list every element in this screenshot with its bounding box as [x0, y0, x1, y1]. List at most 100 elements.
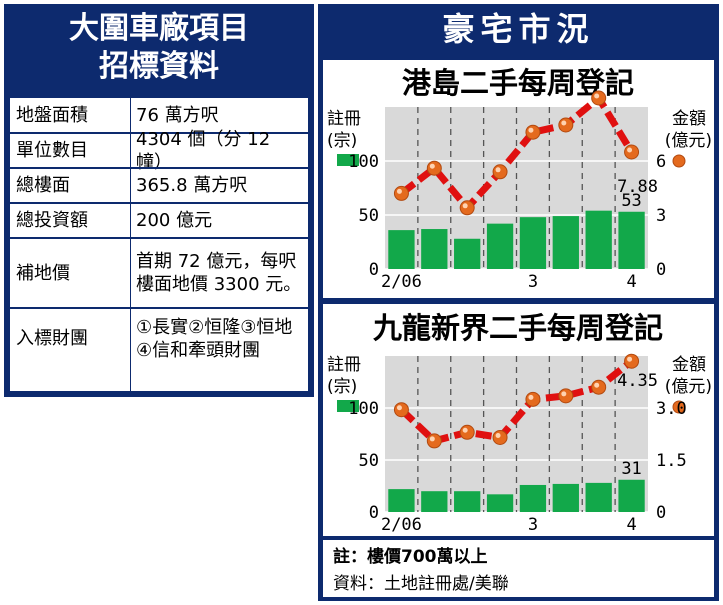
data-point [558, 117, 574, 133]
bar [388, 230, 415, 269]
chart-title: 九龍新界二手每周登記 [373, 311, 663, 345]
left-axis-unit: (宗) [327, 377, 357, 397]
left-tick-label: 0 [369, 260, 379, 280]
info-label: 地盤面積 [16, 105, 88, 126]
line-legend-point [672, 400, 686, 414]
info-label: 單位數目 [16, 140, 88, 161]
data-point-highlight [627, 147, 633, 153]
info-label: 入標財團 [16, 328, 88, 349]
left-tick-label: 50 [359, 451, 379, 471]
x-tick-label: 4 [626, 272, 636, 292]
data-point [426, 160, 442, 176]
left-tick-label: 100 [348, 399, 379, 419]
bar [519, 217, 547, 269]
right-tick-label: 3.0 [656, 399, 687, 419]
series-line [399, 92, 635, 214]
data-point [492, 164, 508, 180]
info-row: 入標財團 ①長實②恒隆③恒地④信和牽頭財團 [10, 308, 308, 369]
data-point [459, 424, 475, 440]
left-axis-label: 註冊 [327, 109, 361, 129]
info-title: 大圍車廠項目 招標資料 [4, 10, 314, 86]
row-divider [10, 132, 308, 134]
info-label: 總樓面 [16, 175, 70, 196]
column-divider [130, 98, 131, 391]
line-legend-point [672, 154, 686, 168]
info-row: 單位數目 4304 個（分 12 幢） [10, 128, 308, 173]
info-row: 地盤面積 76 萬方呎 [10, 98, 308, 133]
x-tick-label: 3 [528, 515, 538, 535]
right-tick-label: 1.5 [656, 451, 687, 471]
left-axis-unit: (宗) [327, 131, 357, 151]
right-tick-label: 0 [656, 503, 666, 523]
info-value: ①長實②恒隆③恒地④信和牽頭財團 [136, 316, 293, 361]
bar [421, 229, 448, 269]
left-tick-label: 0 [369, 503, 379, 523]
x-tick-label: 4 [626, 515, 636, 535]
right-axis-unit: (億元) [665, 377, 712, 397]
bar [388, 489, 415, 512]
info-label: 補地價 [16, 262, 70, 284]
data-point-highlight [462, 203, 468, 209]
notes-box: 註：樓價700萬以上 資料：土地註冊處/美聯 [323, 540, 714, 597]
data-point [591, 90, 607, 106]
bar-legend-swatch [337, 400, 359, 412]
data-point-highlight [495, 432, 501, 438]
data-point [459, 200, 475, 216]
market-panel: 豪宅市況 港島二手每周登記 註冊 (宗) 金額 (億元) 0 50 100 0 3 6 2/06 3 4 7… [318, 4, 719, 601]
info-title-line1: 大圍車廠項目 [69, 11, 249, 46]
bar [618, 211, 645, 269]
bar [454, 238, 481, 269]
info-value: 首期 72 億元，每呎樓面地價 3300 元。 [136, 251, 302, 295]
bar [486, 494, 514, 512]
left-tick-label: 100 [348, 152, 379, 172]
info-value: 365.8 萬方呎 [136, 175, 248, 196]
last-amount-label: 7.88 [617, 177, 658, 197]
right-axis-unit: (億元) [665, 131, 712, 151]
last-count-label: 53 [621, 191, 641, 211]
source-note: 資料：土地註冊處/美聯 [333, 574, 509, 594]
bar [618, 479, 645, 512]
bar-legend-swatch [337, 154, 359, 166]
last-count-label: 31 [621, 459, 641, 479]
info-row: 總投資額 200 億元 [10, 203, 308, 238]
left-tick-label: 50 [359, 206, 379, 226]
info-row: 補地價 首期 72 億元，每呎樓面地價 3300 元。 [10, 238, 308, 308]
hk-island-chart-box: 港島二手每周登記 註冊 (宗) 金額 (億元) 0 50 100 0 3 6 2/06 3 4 7.88 53 [323, 60, 714, 298]
kowloon-nt-chart-box: 九龍新界二手每周登記 註冊 (宗) 金額 (億元) 0 50 100 0 1.5 3.0 2/06 3 4… [323, 304, 714, 536]
data-point-highlight [528, 394, 534, 400]
price-note: 註：樓價700萬以上 [333, 547, 488, 567]
data-point-highlight [594, 93, 600, 99]
bar [519, 484, 547, 512]
x-tick-label: 2/06 [381, 515, 422, 535]
data-point-highlight [627, 356, 633, 362]
data-point [591, 379, 607, 395]
data-point-highlight [561, 120, 567, 126]
right-tick-label: 6 [656, 152, 666, 172]
right-tick-label: 3 [656, 206, 666, 226]
x-tick-label: 3 [528, 272, 538, 292]
data-point-highlight [396, 405, 402, 411]
bar [552, 483, 579, 512]
row-divider [10, 307, 308, 309]
info-label: 總投資額 [16, 210, 88, 231]
data-point-highlight [396, 188, 402, 194]
data-point-highlight [462, 427, 468, 433]
row-divider [10, 167, 308, 169]
info-row: 總樓面 365.8 萬方呎 [10, 168, 308, 203]
data-point [624, 144, 640, 160]
data-point-highlight [429, 436, 435, 442]
data-point-highlight [528, 127, 534, 133]
info-value: 76 萬方呎 [136, 105, 219, 126]
info-title-line2: 招標資料 [99, 49, 219, 84]
bar [486, 223, 514, 269]
data-point [393, 185, 409, 201]
info-value: 4304 個（分 12 幢） [136, 128, 271, 173]
data-point [525, 391, 541, 407]
info-value: 200 億元 [136, 210, 213, 231]
data-point-highlight [561, 391, 567, 397]
data-point [492, 429, 508, 445]
market-header: 豪宅市況 [442, 10, 595, 48]
data-point-highlight [429, 163, 435, 169]
row-divider [10, 237, 308, 239]
